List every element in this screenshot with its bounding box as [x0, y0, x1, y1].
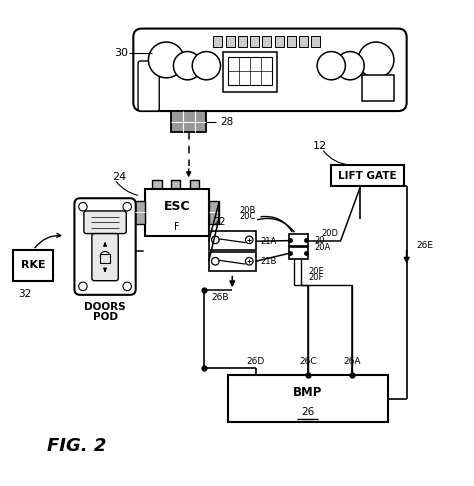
Text: 20E: 20E: [309, 267, 324, 276]
Circle shape: [192, 52, 220, 80]
Bar: [263, 36, 272, 47]
Bar: [226, 36, 235, 47]
Text: ESC: ESC: [164, 200, 190, 213]
Bar: [289, 234, 308, 246]
Circle shape: [246, 258, 253, 265]
Text: LIFT GATE: LIFT GATE: [338, 171, 397, 181]
Circle shape: [211, 258, 219, 265]
Circle shape: [123, 282, 131, 291]
Text: RKE: RKE: [21, 260, 46, 270]
Bar: [171, 180, 181, 189]
Bar: [213, 36, 222, 47]
Text: 26E: 26E: [416, 241, 433, 250]
Bar: [13, 250, 53, 281]
Text: 20F: 20F: [309, 273, 324, 282]
Bar: [299, 36, 308, 47]
Bar: [362, 75, 394, 101]
Text: BMP: BMP: [293, 386, 322, 399]
Text: 20: 20: [315, 236, 325, 245]
Text: POD: POD: [92, 312, 118, 322]
Text: 32: 32: [18, 289, 31, 299]
Text: 26B: 26B: [211, 293, 228, 302]
Bar: [228, 375, 388, 422]
Bar: [145, 189, 209, 236]
Bar: [152, 180, 162, 189]
Bar: [209, 252, 256, 271]
Circle shape: [100, 251, 110, 261]
Bar: [135, 201, 145, 224]
Bar: [311, 36, 320, 47]
Bar: [228, 57, 273, 85]
FancyBboxPatch shape: [133, 29, 407, 111]
Bar: [100, 254, 110, 263]
Text: 26D: 26D: [247, 357, 265, 366]
Bar: [190, 180, 199, 189]
Bar: [209, 201, 219, 224]
Circle shape: [148, 42, 184, 78]
FancyBboxPatch shape: [84, 211, 126, 234]
Circle shape: [211, 236, 219, 243]
Circle shape: [246, 236, 253, 243]
FancyBboxPatch shape: [138, 61, 159, 111]
Text: 21B: 21B: [261, 257, 277, 266]
Bar: [289, 247, 308, 260]
Circle shape: [79, 203, 87, 211]
Circle shape: [79, 282, 87, 291]
Text: 24: 24: [112, 172, 127, 182]
Bar: [331, 165, 404, 187]
Text: FIG. 2: FIG. 2: [47, 436, 107, 454]
Text: 20D: 20D: [322, 229, 339, 238]
Text: 20B: 20B: [239, 207, 256, 215]
Text: 22: 22: [213, 217, 226, 227]
Text: 12: 12: [312, 141, 327, 152]
Circle shape: [173, 52, 201, 80]
Circle shape: [317, 52, 346, 80]
Bar: [238, 36, 247, 47]
Circle shape: [358, 42, 394, 78]
Circle shape: [336, 52, 364, 80]
Text: F: F: [174, 223, 180, 232]
Bar: [223, 52, 277, 92]
Bar: [171, 111, 206, 132]
Bar: [209, 231, 256, 250]
Circle shape: [123, 203, 131, 211]
Text: 26: 26: [301, 407, 314, 417]
Bar: [275, 36, 283, 47]
Bar: [287, 36, 296, 47]
FancyBboxPatch shape: [92, 234, 118, 281]
Text: 30: 30: [115, 48, 128, 58]
Text: 20C: 20C: [239, 212, 256, 221]
Text: 28: 28: [220, 117, 234, 127]
Text: 21A: 21A: [261, 237, 277, 246]
Text: 26A: 26A: [344, 357, 361, 366]
Bar: [250, 36, 259, 47]
Text: 20A: 20A: [315, 243, 331, 252]
FancyBboxPatch shape: [74, 198, 136, 295]
Text: DOORS: DOORS: [84, 302, 126, 312]
Text: 26C: 26C: [299, 357, 317, 366]
